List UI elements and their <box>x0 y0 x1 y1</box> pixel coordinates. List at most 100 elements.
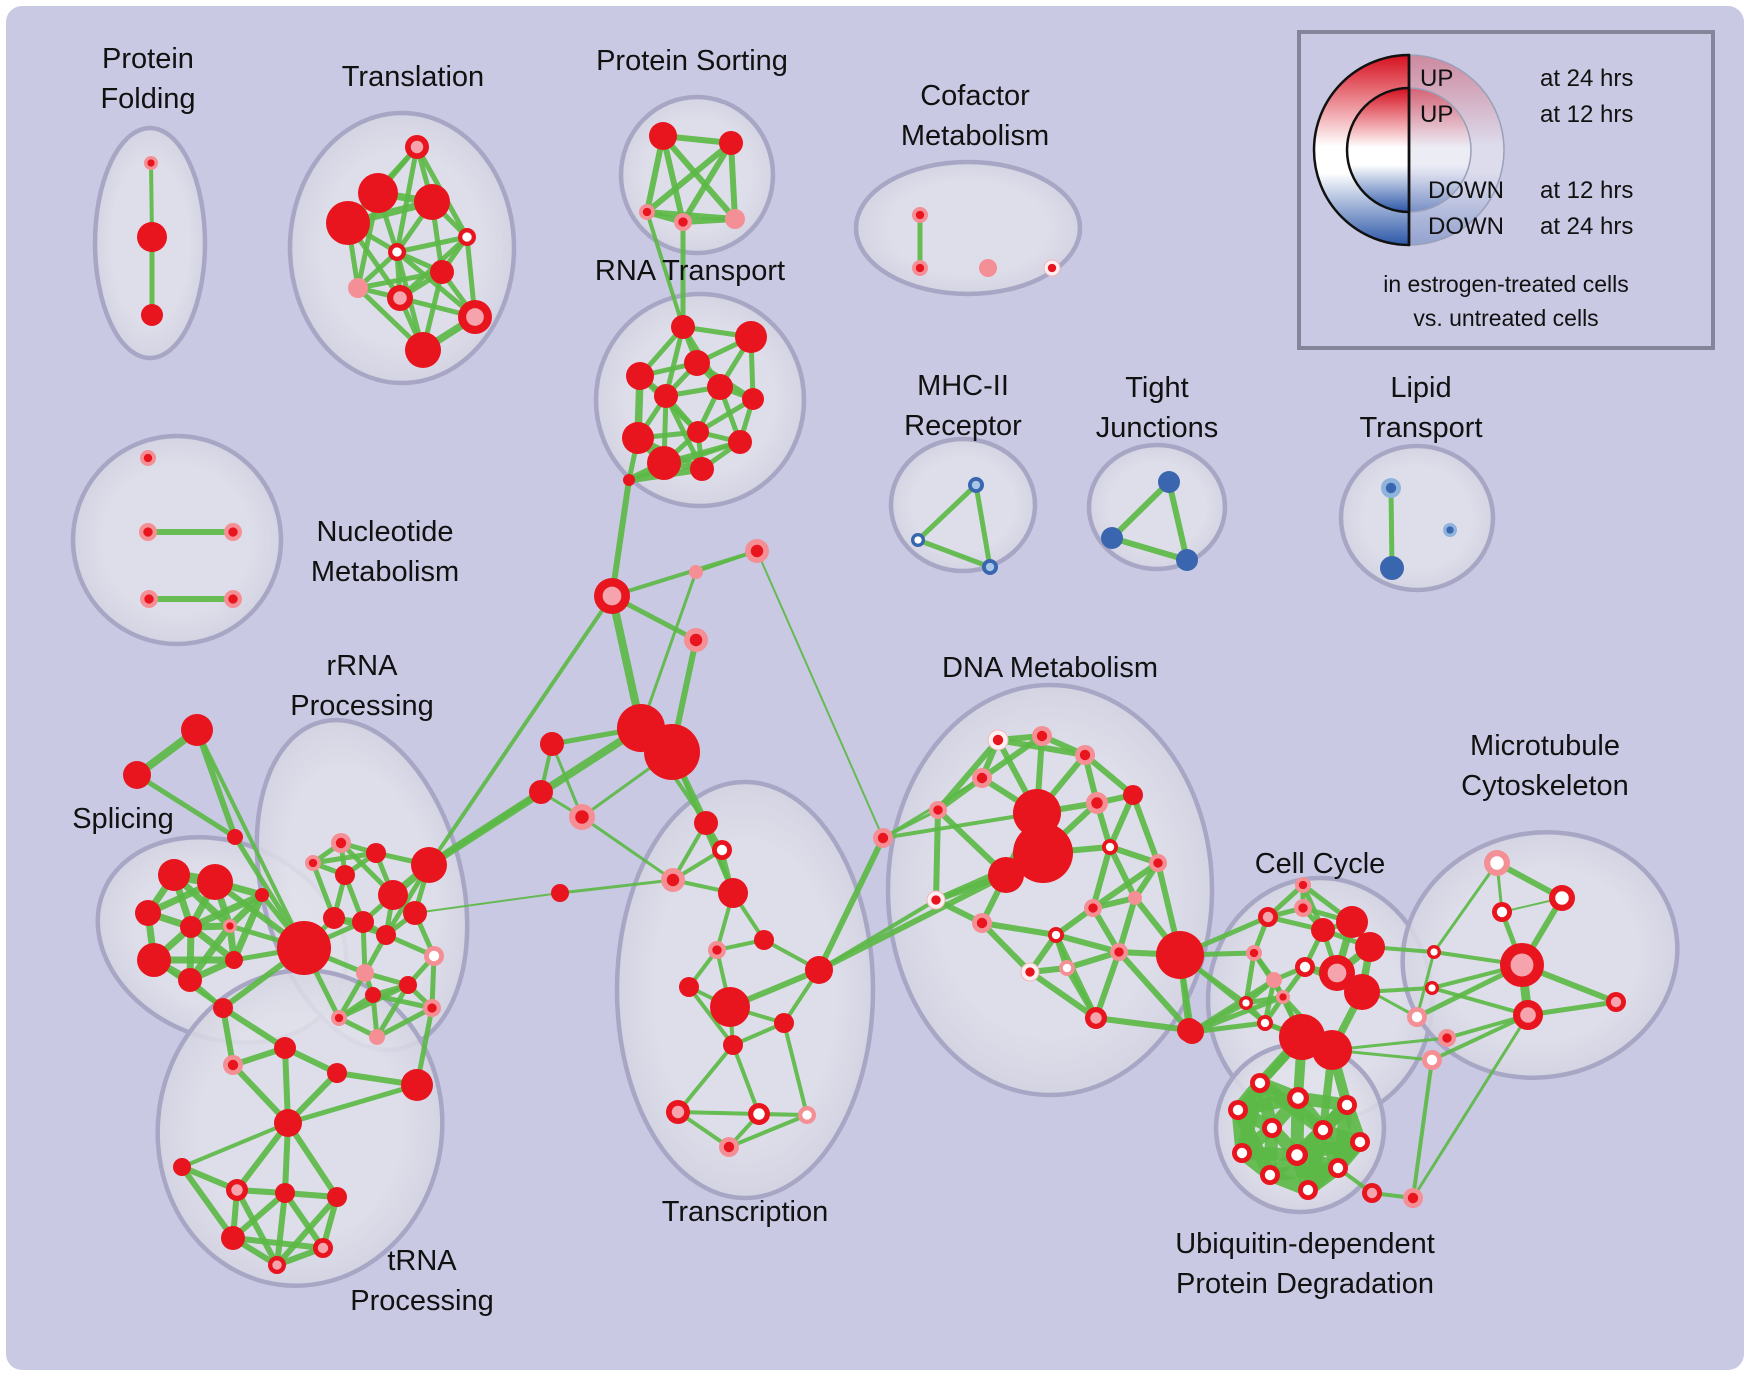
node-lt-2-center <box>1446 526 1454 534</box>
network-edge <box>1388 485 1395 571</box>
network-edge <box>374 1005 435 1040</box>
node-cc-7-center <box>1299 961 1311 973</box>
node-dm-12-center <box>931 895 941 905</box>
node-dm-21 <box>1156 931 1204 979</box>
network-edge <box>179 1164 236 1241</box>
network-edge <box>1090 844 1113 911</box>
node-tx-10 <box>723 1035 743 1055</box>
node-ps-2-center <box>642 207 652 217</box>
cluster-mhc-label: MHC-II Receptor <box>904 370 1022 442</box>
node-pf-1 <box>137 222 167 252</box>
node-rt-3 <box>626 362 654 390</box>
network-edge <box>274 1190 288 1268</box>
node-tr-0-center <box>410 140 424 154</box>
node-lt-0-center <box>1385 482 1397 494</box>
node-free-2-center <box>602 586 622 606</box>
node-free-16-center <box>1426 1054 1438 1066</box>
node-rr-11 <box>356 964 374 982</box>
network-edge <box>1263 1161 1345 1182</box>
node-mt-4-center <box>1428 984 1436 992</box>
network-edge <box>915 482 979 543</box>
network-edge <box>274 1194 340 1268</box>
cluster-sp-label: Splicing <box>72 803 174 835</box>
node-mt-6-center <box>1520 1007 1536 1023</box>
node-dm-17-center <box>1062 963 1072 973</box>
node-tr-9-center <box>466 308 484 326</box>
node-free-10 <box>181 714 213 746</box>
network-edge <box>1093 949 1122 1021</box>
node-dm-19-center <box>1025 967 1035 977</box>
node-tr-7 <box>348 278 368 298</box>
node-cf-0-center <box>915 210 925 220</box>
cluster-tx-label: Transcription <box>662 1196 829 1228</box>
network-edge <box>645 210 685 329</box>
node-rt-11 <box>690 457 714 481</box>
network-edge <box>1116 895 1138 955</box>
node-free-0 <box>623 474 635 486</box>
network-edge <box>727 1113 809 1149</box>
node-rr-0-center <box>335 837 347 849</box>
network-edge <box>816 872 1009 973</box>
node-tj-2 <box>1176 549 1198 571</box>
node-rt-5 <box>654 384 678 408</box>
node-rt-9 <box>728 430 752 454</box>
network-edge <box>230 891 266 964</box>
node-dm-18-center <box>1114 947 1124 957</box>
network-edge <box>933 807 941 903</box>
node-rr-10-center <box>428 950 440 962</box>
node-tr-1 <box>358 173 398 213</box>
network-edge <box>1189 977 1277 1035</box>
node-tx-7 <box>805 956 833 984</box>
node-rr-15 <box>369 1029 385 1045</box>
node-dm-15 <box>1128 891 1142 905</box>
network-edge <box>979 920 1033 975</box>
node-ps-4 <box>725 209 745 229</box>
network-edge <box>414 892 561 914</box>
node-cc-3 <box>1336 906 1368 938</box>
cluster-dm-label: DNA Metabolism <box>942 652 1158 684</box>
network-edge <box>660 133 738 222</box>
node-pf-0-center <box>147 159 155 167</box>
node-mt-7-center <box>1610 996 1622 1008</box>
legend-time-1: at 12 hrs <box>1540 101 1633 128</box>
node-tj-1 <box>1101 527 1123 549</box>
node-dm-0-center <box>992 734 1004 746</box>
cluster-cf-ellipse <box>853 159 1083 297</box>
node-tj-0 <box>1158 471 1180 493</box>
node-cc-4 <box>1311 918 1335 942</box>
network-edge <box>1053 932 1122 955</box>
network-edge <box>639 570 698 730</box>
legend-direction-1: UP <box>1420 101 1453 128</box>
network-edge <box>1064 949 1122 971</box>
network-edge <box>609 477 632 599</box>
node-dm-5-center <box>1091 797 1103 809</box>
network-edge <box>180 1121 290 1169</box>
node-dm-6 <box>1123 785 1143 805</box>
node-ps-1 <box>719 131 743 155</box>
node-tr-3 <box>326 201 370 245</box>
node-dm-11-center <box>1153 858 1163 868</box>
network-edge <box>1109 535 1190 563</box>
network-edge <box>731 1043 761 1116</box>
node-tx-9 <box>774 1013 794 1033</box>
network-edge <box>881 811 1039 840</box>
node-free-18-center <box>1366 1187 1378 1199</box>
cluster-nm-ellipse <box>70 433 284 647</box>
legend-time-2: at 12 hrs <box>1540 177 1633 204</box>
node-dm-8 <box>1013 823 1073 883</box>
node-rr-1-center <box>308 858 318 868</box>
node-ub-4-center <box>1266 1122 1278 1134</box>
node-free-9-center <box>575 810 589 824</box>
node-rr-12 <box>365 987 381 1003</box>
node-sp-7 <box>178 968 202 992</box>
network-edge <box>676 1110 761 1116</box>
node-dm-2-center <box>1079 749 1091 761</box>
node-tx-2-center <box>666 873 680 887</box>
node-tr-4-center <box>462 232 472 242</box>
node-nm-1-center <box>143 527 153 537</box>
node-dm-3-center <box>976 772 988 784</box>
node-free-4-center <box>689 633 703 647</box>
legend-wheel-inner-right <box>1408 87 1472 213</box>
legend-time-3: at 24 hrs <box>1540 213 1633 240</box>
node-tn-8 <box>275 1183 295 1203</box>
